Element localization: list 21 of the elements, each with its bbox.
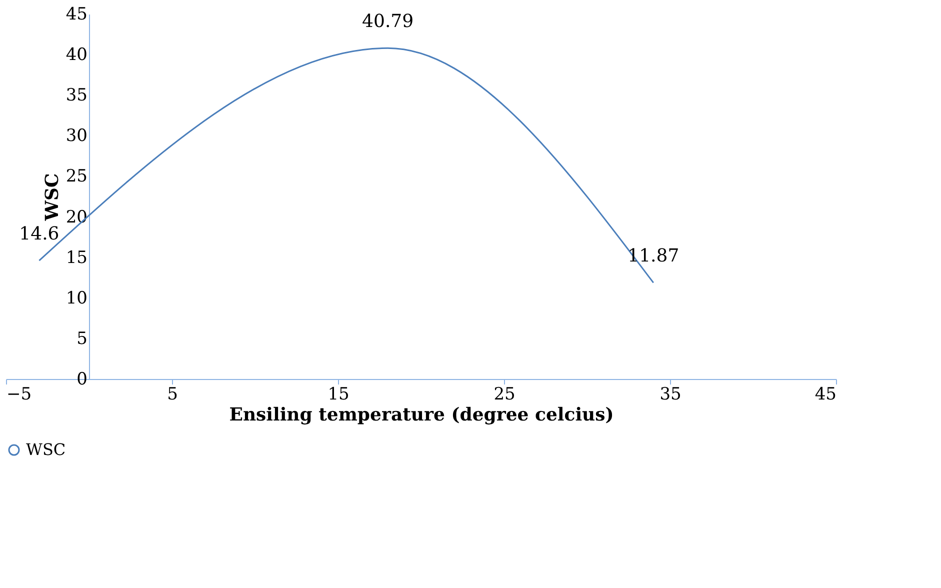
y-tick-label: 20 bbox=[66, 207, 88, 228]
data-label: 40.79 bbox=[362, 11, 414, 32]
x-tick-label: 5 bbox=[167, 384, 178, 404]
y-tick-label: 10 bbox=[66, 288, 88, 308]
x-tick-label: 15 bbox=[328, 384, 350, 404]
data-label: 14.6 bbox=[19, 224, 60, 245]
y-tick-label: 35 bbox=[66, 86, 88, 106]
y-tick-label: 5 bbox=[76, 328, 88, 349]
x-tick-label: 25 bbox=[494, 384, 516, 404]
y-tick-label: 15 bbox=[66, 248, 88, 268]
x-tick-label: 35 bbox=[660, 384, 682, 404]
y-tick-label: 25 bbox=[66, 166, 88, 187]
y-tick-label: 0 bbox=[76, 370, 88, 390]
y-tick-label: 30 bbox=[66, 126, 88, 146]
x-tick-label: −5 bbox=[6, 384, 32, 404]
y-tick-label: 40 bbox=[66, 45, 88, 66]
x-tick-label: 45 bbox=[814, 384, 836, 404]
y-tick-label: 45 bbox=[66, 4, 88, 24]
legend-label: WSC bbox=[26, 440, 66, 459]
y-axis-title: WSC bbox=[42, 173, 63, 222]
x-axis-title: Ensiling temperature (degree celcius) bbox=[229, 404, 614, 426]
